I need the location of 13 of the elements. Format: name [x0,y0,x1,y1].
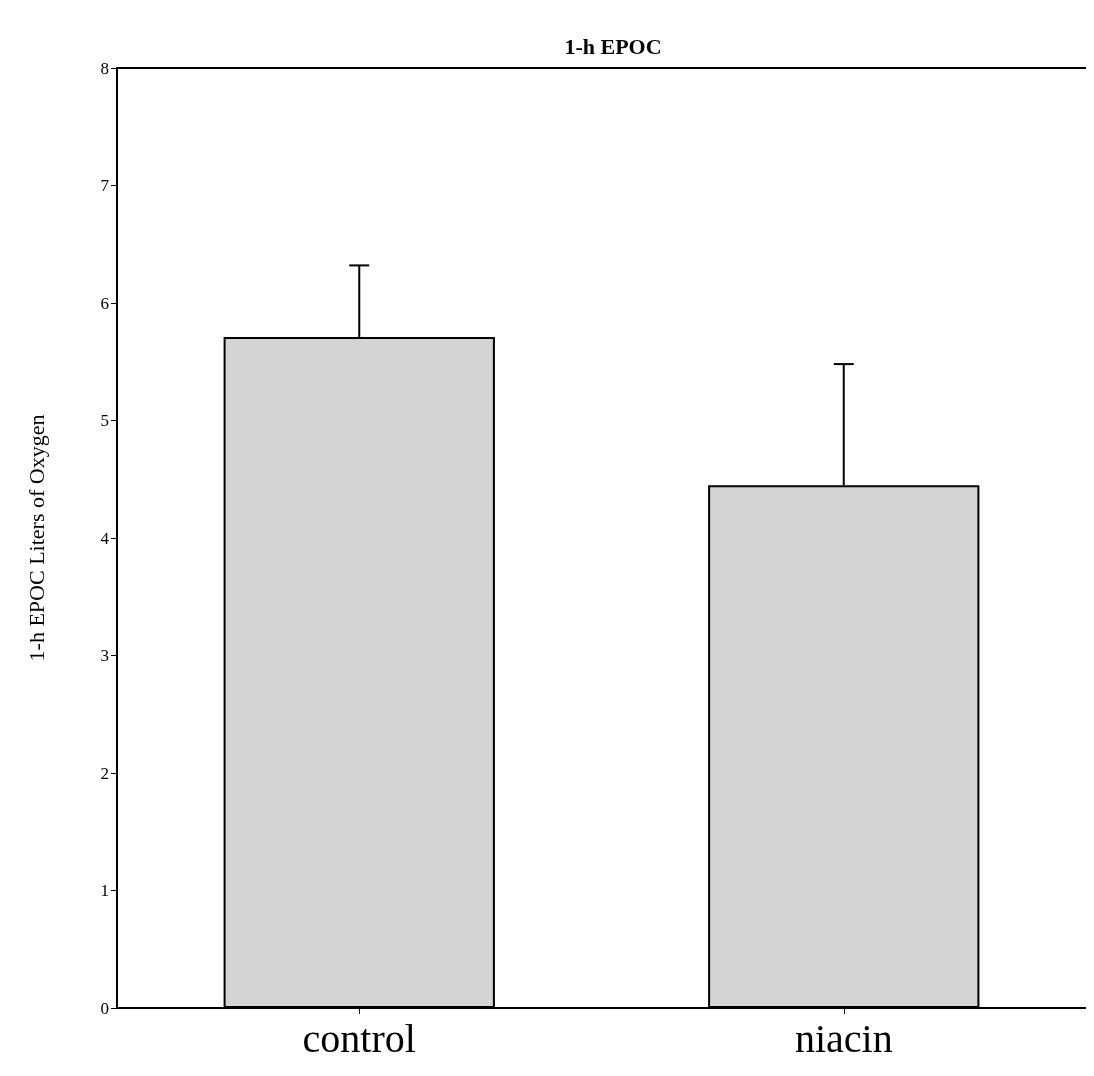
y-tick-label: 6 [100,293,109,313]
y-tick-label: 7 [100,176,110,195]
x-tick-label: control [302,1015,416,1061]
x-tick-label: niacin [794,1015,893,1061]
y-tick-label: 1 [100,881,109,900]
y-tick-label: 3 [100,646,109,665]
y-axis-title: 1-h EPOC Liters of Oxygen [23,414,49,662]
y-tick-label: 4 [100,528,110,548]
y-tick-label: 2 [100,763,109,783]
y-tick-label: 0 [100,998,109,1018]
y-tick-label: 5 [100,411,109,430]
chart-title: 1-h EPOC [564,33,662,59]
y-tick-label: 8 [100,58,109,78]
